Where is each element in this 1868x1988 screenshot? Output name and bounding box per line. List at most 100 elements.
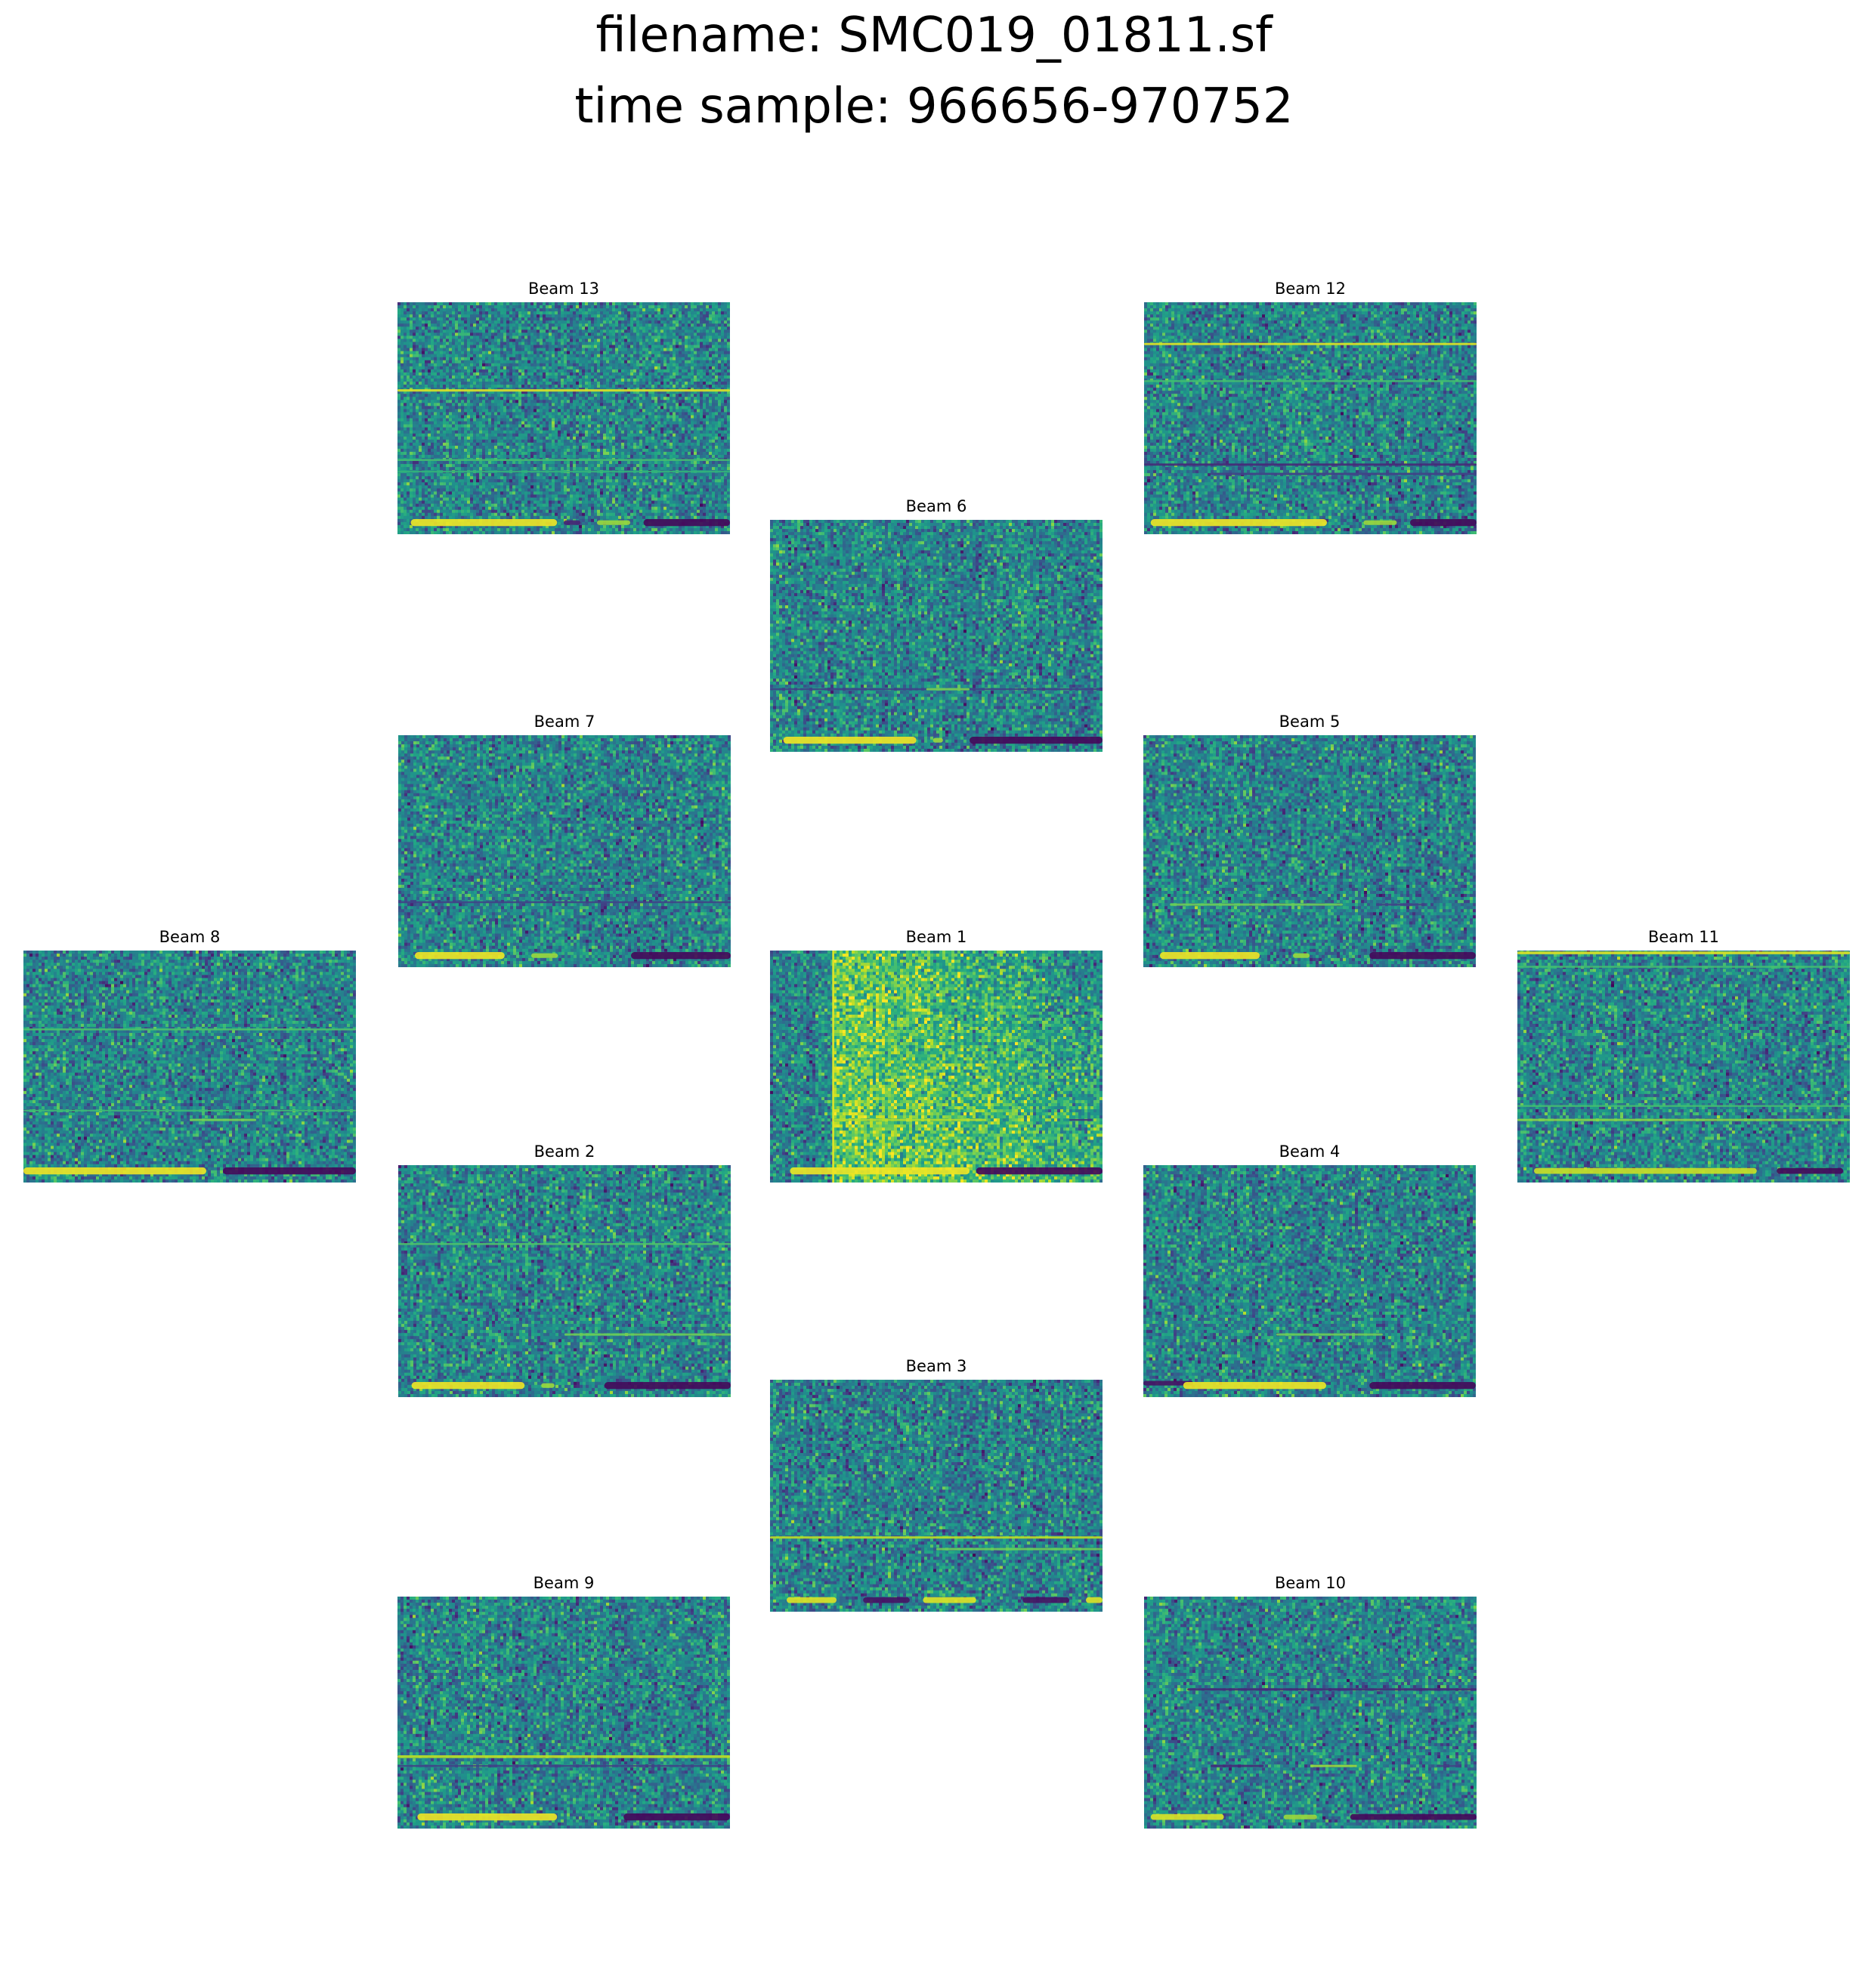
- panel-beam-6: Beam 6: [770, 497, 1103, 752]
- heatmap-band-2: [1144, 463, 1477, 465]
- heatmap-band-4: [1534, 1168, 1757, 1174]
- heatmap-band-3: [623, 1813, 730, 1820]
- figure-title-filename: filename: SMC019_01811.sf: [0, 0, 1868, 71]
- figure-title: filename: SMC019_01811.sf time sample: 9…: [0, 0, 1868, 142]
- panel-beam-12: Beam 12: [1144, 280, 1477, 534]
- heatmap-band-1: [936, 1548, 1103, 1551]
- panel-title-beam-2: Beam 2: [398, 1142, 731, 1161]
- panel-beam-4: Beam 4: [1143, 1142, 1476, 1397]
- panel-beam-11: Beam 11: [1517, 928, 1850, 1183]
- panel-title-beam-3: Beam 3: [770, 1357, 1103, 1375]
- heatmap-band-3: [1517, 1119, 1850, 1121]
- heatmap-beam-8: [23, 951, 356, 1183]
- heatmap-beam-10: [1144, 1597, 1477, 1829]
- heatmap-band-4: [597, 521, 630, 525]
- heatmap-noise: [1144, 302, 1477, 534]
- heatmap-noise: [398, 1165, 731, 1397]
- panel-beam-13: Beam 13: [397, 280, 730, 534]
- heatmap-band-1: [397, 1765, 730, 1767]
- heatmap-band-1: [397, 459, 730, 461]
- heatmap-band-6: [1086, 1597, 1103, 1603]
- heatmap-band-0: [1187, 1688, 1477, 1690]
- heatmap-noise: [1517, 951, 1850, 1183]
- heatmap-band-1: [564, 1334, 731, 1336]
- heatmap-beam-3: [770, 1380, 1103, 1612]
- heatmap-noise: [397, 1597, 730, 1829]
- heatmap-beam-6: [770, 520, 1103, 752]
- heatmap-noise: [770, 520, 1103, 752]
- heatmap-band-0: [1144, 343, 1477, 345]
- heatmap-beam-2: [398, 1165, 731, 1397]
- panel-beam-7: Beam 7: [398, 713, 731, 967]
- heatmap-band-3: [863, 1597, 910, 1603]
- panel-title-beam-12: Beam 12: [1144, 280, 1477, 298]
- heatmap-band-1: [1517, 966, 1850, 967]
- heatmap-band-0: [770, 1536, 1103, 1538]
- heatmap-band-0: [398, 901, 731, 903]
- heatmap-band-4: [923, 1597, 976, 1603]
- heatmap-noise: [1144, 1597, 1477, 1829]
- figure-title-time-sample: time sample: 966656-970752: [0, 71, 1868, 142]
- heatmap-band-2: [190, 1119, 256, 1121]
- heatmap-beam-13: [397, 302, 730, 534]
- panel-title-beam-10: Beam 10: [1144, 1574, 1477, 1592]
- heatmap-band-5: [1284, 1815, 1317, 1819]
- heatmap-beam-11: [1517, 951, 1850, 1183]
- heatmap-band-2: [417, 1813, 557, 1820]
- heatmap-band-3: [1069, 1119, 1093, 1121]
- panel-title-beam-5: Beam 5: [1143, 713, 1476, 731]
- heatmap-band-0: [397, 1755, 730, 1758]
- heatmap-band-4: [223, 1167, 356, 1174]
- heatmap-band-1: [926, 688, 970, 691]
- heatmap-band-1: [1144, 380, 1477, 382]
- heatmap-noise: [398, 735, 731, 967]
- heatmap-beam-4: [1143, 1165, 1476, 1397]
- heatmap-beam-1: [770, 951, 1103, 1183]
- heatmap-band-4: [605, 1382, 731, 1389]
- panel-title-beam-7: Beam 7: [398, 713, 731, 731]
- heatmap-band-1: [23, 1110, 356, 1111]
- heatmap-noise: [770, 951, 1103, 1183]
- panel-title-beam-11: Beam 11: [1517, 928, 1850, 946]
- heatmap-band-2: [531, 954, 558, 958]
- heatmap-band-6: [564, 521, 580, 525]
- heatmap-band-0: [1170, 904, 1343, 906]
- heatmap-band-2: [784, 737, 917, 744]
- panel-beam-8: Beam 8: [23, 928, 356, 1183]
- heatmap-band-3: [541, 1384, 555, 1388]
- heatmap-band-0: [397, 389, 730, 391]
- panel-beam-2: Beam 2: [398, 1142, 731, 1397]
- panel-title-beam-8: Beam 8: [23, 928, 356, 946]
- heatmap-band-2: [1183, 1382, 1326, 1389]
- heatmap-noise: [23, 951, 356, 1183]
- panel-beam-10: Beam 10: [1144, 1574, 1477, 1829]
- heatmap-band-2: [397, 471, 730, 472]
- heatmap-band-5: [1022, 1597, 1069, 1603]
- heatmap-band-1: [1211, 1765, 1263, 1767]
- heatmap-band-4: [1151, 1814, 1224, 1820]
- heatmap-band-5: [1777, 1168, 1843, 1174]
- heatmap-band-3: [1293, 954, 1310, 958]
- heatmap-band-3: [933, 738, 943, 743]
- panel-beam-5: Beam 5: [1143, 713, 1476, 967]
- heatmap-noise: [770, 1380, 1103, 1612]
- heatmap-band-2: [833, 1119, 986, 1121]
- heatmap-beam-9: [397, 1597, 730, 1829]
- heatmap-band-3: [1369, 1382, 1476, 1389]
- heatmap-band-2: [412, 1382, 525, 1389]
- heatmap-beam-5: [1143, 735, 1476, 967]
- panel-title-beam-1: Beam 1: [770, 928, 1103, 946]
- heatmap-band-6: [1410, 519, 1477, 526]
- heatmap-band-3: [411, 519, 558, 526]
- heatmap-band-3: [1437, 1765, 1460, 1767]
- panel-title-beam-6: Beam 6: [770, 497, 1103, 515]
- heatmap-noise: [1143, 1165, 1476, 1397]
- heatmap-band-4: [970, 737, 1103, 744]
- panel-title-beam-9: Beam 9: [397, 1574, 730, 1592]
- heatmap-band-4: [790, 1167, 970, 1174]
- heatmap-band-0: [398, 1243, 731, 1244]
- heatmap-vline-1: [832, 951, 834, 1183]
- heatmap-band-2: [1310, 1765, 1357, 1767]
- heatmap-beam-12: [1144, 302, 1477, 534]
- heatmap-band-3: [631, 952, 731, 959]
